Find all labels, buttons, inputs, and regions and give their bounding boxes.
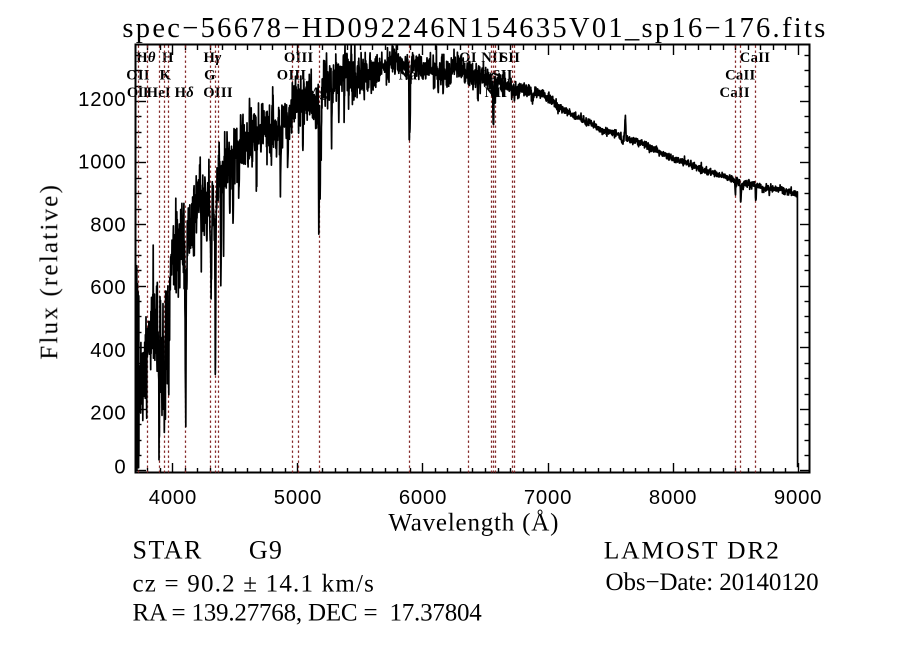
svg-text:Hγ: Hγ: [203, 50, 222, 66]
svg-text:1200: 1200: [78, 89, 126, 111]
svg-text:OII: OII: [127, 85, 149, 101]
svg-text:OII: OII: [126, 68, 150, 84]
svg-text:OIII: OIII: [277, 68, 307, 84]
svg-text:Hδ: Hδ: [175, 85, 195, 101]
svg-text:200: 200: [90, 403, 126, 425]
svg-text:0: 0: [114, 457, 126, 479]
svg-text:H: H: [162, 50, 174, 66]
svg-text:cz = 90.2 ± 14.1 km/s: cz = 90.2 ± 14.1 km/s: [133, 571, 376, 598]
svg-text:5000: 5000: [274, 487, 322, 509]
svg-text:7000: 7000: [524, 487, 572, 509]
svg-text:600: 600: [90, 277, 126, 299]
svg-text:OIII: OIII: [284, 50, 314, 66]
svg-text:1000: 1000: [78, 152, 126, 174]
svg-text:800: 800: [90, 214, 126, 236]
svg-text:LAMOST DR2: LAMOST DR2: [604, 536, 781, 565]
svg-text:K: K: [160, 68, 172, 84]
svg-text:Hθ: Hθ: [136, 50, 156, 66]
svg-text:HeI: HeI: [147, 85, 171, 101]
svg-text:NII: NII: [481, 50, 504, 66]
svg-text:SII: SII: [500, 50, 520, 66]
svg-text:G: G: [204, 68, 216, 84]
svg-text:RA = 139.27768, DEC = 17.3780: RA = 139.27768, DEC = 17.37804: [133, 600, 483, 627]
svg-text:G9: G9: [249, 536, 283, 565]
svg-text:spec−56678−HD092246N154635V01_: spec−56678−HD092246N154635V01_sp16−176.f…: [122, 13, 827, 44]
svg-text:4000: 4000: [149, 487, 197, 509]
svg-text:9000: 9000: [774, 487, 822, 509]
svg-text:Flux (relative): Flux (relative): [36, 183, 63, 360]
svg-text:CaII: CaII: [719, 85, 749, 101]
svg-text:400: 400: [90, 340, 126, 362]
svg-text:CaII: CaII: [740, 50, 770, 66]
svg-text:6000: 6000: [399, 487, 447, 509]
svg-text:Obs−Date: 20140120: Obs−Date: 20140120: [606, 569, 819, 596]
svg-text:8000: 8000: [649, 487, 697, 509]
svg-text:Wavelength (Å): Wavelength (Å): [388, 510, 559, 537]
svg-text:STAR: STAR: [133, 536, 203, 565]
